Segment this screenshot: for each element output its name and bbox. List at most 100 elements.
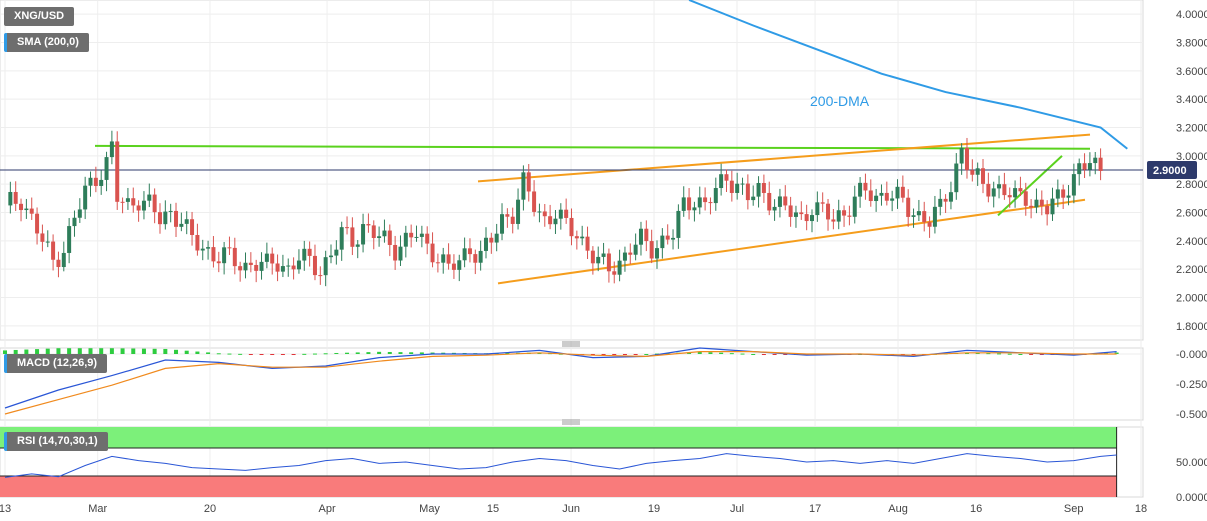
candle-up	[713, 188, 718, 204]
candle-down	[745, 183, 750, 201]
candle-down	[981, 168, 986, 184]
macd-histogram-bar	[3, 350, 7, 354]
macd-histogram-bar	[986, 353, 991, 355]
candle-down	[532, 191, 537, 212]
x-tick-label: May	[419, 503, 440, 515]
candle-down	[93, 177, 98, 186]
macd-histogram-bar	[708, 352, 713, 354]
macd-histogram-bar	[761, 354, 766, 355]
x-tick-label: 13	[0, 503, 11, 515]
candle-down	[548, 216, 553, 225]
candle-up	[382, 230, 387, 237]
candle-down	[232, 247, 237, 267]
candle-down	[238, 266, 243, 271]
candle-down	[350, 227, 355, 247]
candle-up	[264, 253, 269, 262]
macd-histogram-bar	[387, 351, 392, 354]
candle-down	[510, 216, 515, 224]
candle-up	[88, 177, 93, 186]
candle-up	[617, 260, 622, 275]
macd-histogram-bar	[1039, 354, 1044, 355]
candle-up	[671, 237, 676, 240]
y-tick-label: 3.0000	[1176, 151, 1207, 163]
candle-up	[601, 253, 606, 257]
candle-up	[339, 227, 344, 250]
rsi-y-tick-label: 0.0000	[1176, 492, 1207, 504]
candle-down	[366, 224, 371, 226]
price-tag-label: 2.9000	[1153, 165, 1187, 177]
macd-histogram-bar	[334, 352, 339, 354]
sma-200-line	[688, 0, 1128, 150]
x-tick-label: Jun	[562, 503, 580, 515]
macd-histogram-bar	[99, 348, 104, 354]
candle-down	[425, 233, 430, 244]
candle-up	[1034, 199, 1039, 208]
x-tick-label: Mar	[88, 503, 107, 515]
candle-up	[991, 188, 996, 197]
candle-up	[809, 215, 814, 222]
candle-down	[943, 198, 948, 202]
rsi-oversold-zone	[0, 476, 1117, 497]
macd-y-tick-label: -0.2500	[1176, 379, 1207, 391]
candle-up	[959, 147, 964, 164]
candle-down	[970, 170, 975, 175]
macd-histogram-bar	[345, 352, 350, 354]
candle-up	[932, 206, 937, 227]
candle-down	[473, 254, 478, 263]
candle-down	[842, 210, 847, 216]
candle-down	[505, 214, 510, 217]
candle-down	[1061, 189, 1066, 198]
candle-up	[457, 260, 462, 270]
candle-up	[622, 252, 627, 261]
candle-up	[184, 219, 189, 224]
candle-down	[40, 233, 45, 242]
candle-up	[329, 255, 334, 258]
candle-down	[644, 228, 649, 242]
macd-signal-line	[4, 351, 1117, 415]
macd-histogram-bar	[24, 349, 29, 354]
candle-down	[863, 182, 868, 191]
candle-up	[1093, 157, 1098, 164]
candle-down	[371, 225, 376, 239]
candle-down	[1045, 205, 1050, 215]
candle-up	[179, 223, 184, 227]
x-tick-label: 17	[809, 503, 821, 515]
candle-up	[1050, 198, 1055, 215]
candle-up	[633, 244, 638, 255]
candle-down	[467, 248, 472, 255]
candle-up	[874, 195, 879, 202]
candle-down	[922, 211, 927, 223]
candle-down	[29, 208, 34, 214]
candle-up	[660, 235, 665, 249]
macd-histogram-bar	[35, 349, 40, 354]
candle-down	[275, 263, 280, 272]
candle-down	[1023, 191, 1028, 206]
macd-histogram-bar	[227, 353, 232, 355]
candle-up	[638, 228, 643, 245]
candle-up	[580, 236, 585, 239]
macd-histogram-bar	[120, 348, 125, 354]
macd-histogram-bar	[238, 353, 243, 355]
candle-up	[494, 233, 499, 243]
candle-up	[751, 196, 756, 201]
candle-down	[216, 261, 221, 264]
candle-down	[13, 191, 18, 204]
macd-histogram-bar	[997, 353, 1002, 355]
candle-down	[831, 219, 836, 222]
candle-down	[804, 214, 809, 222]
y-tick-label: 2.0000	[1176, 293, 1207, 305]
candle-down	[35, 213, 40, 234]
horizontal-resistance-line	[94, 144, 1091, 150]
candle-down	[409, 232, 414, 238]
candle-up	[24, 208, 29, 211]
macd-histogram-bar	[141, 348, 146, 354]
candle-up	[558, 209, 563, 219]
rsi-line	[4, 453, 1117, 478]
candle-up	[836, 210, 841, 222]
candle-down	[729, 180, 734, 193]
candle-down	[526, 172, 531, 192]
candle-up	[596, 256, 601, 264]
macd-histogram-bar	[131, 348, 136, 354]
candle-up	[99, 179, 104, 186]
candle-down	[574, 236, 579, 239]
